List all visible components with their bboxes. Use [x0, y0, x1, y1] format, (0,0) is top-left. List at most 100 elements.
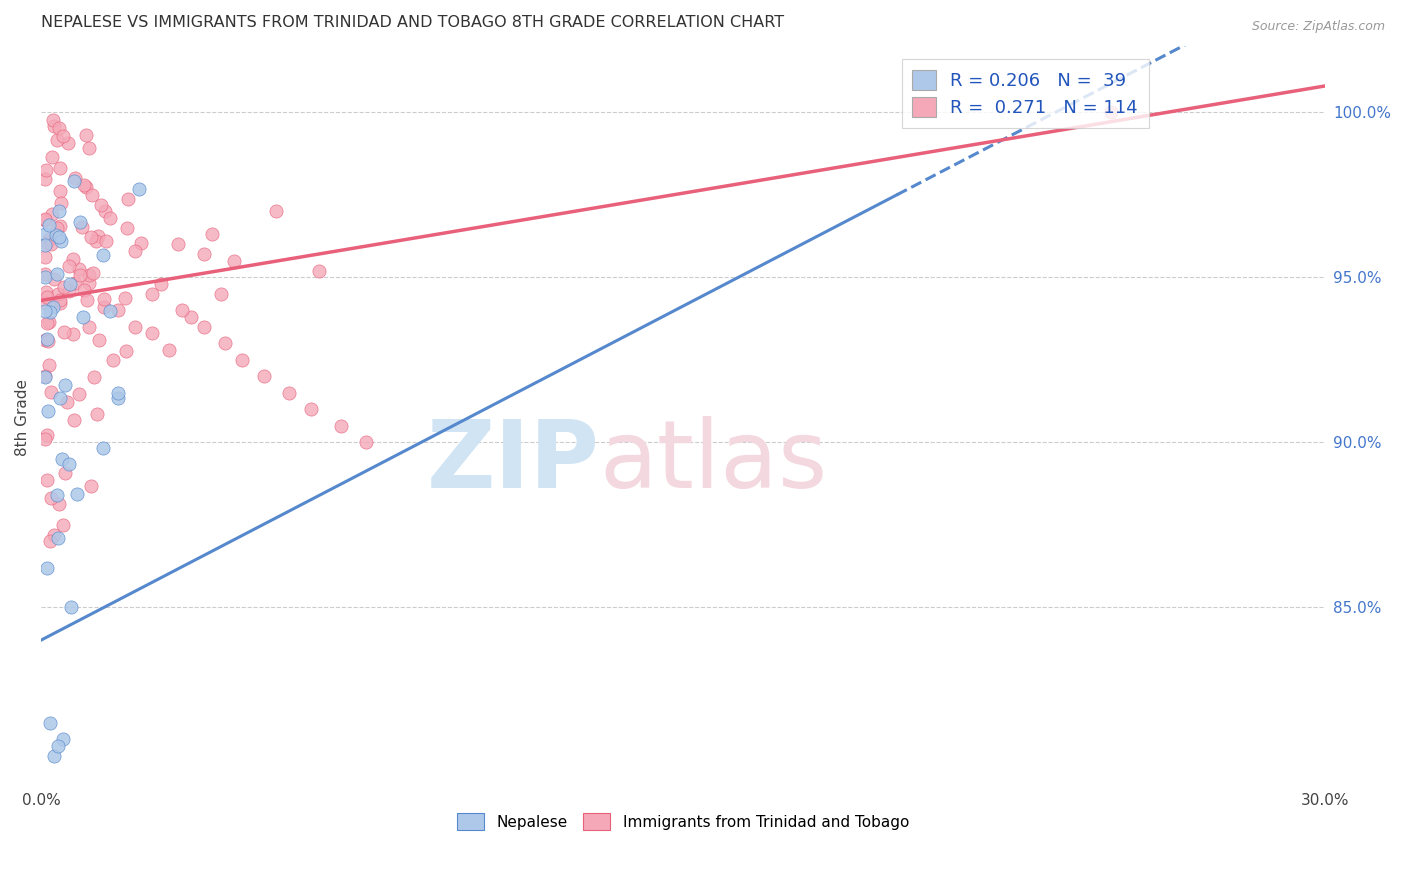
- Point: [34, 334, 56, 348]
- Point: [34, 267, 56, 281]
- Point: [107, 385, 129, 400]
- Point: [49, 234, 72, 248]
- Point: [38, 358, 60, 372]
- Point: [63, 173, 86, 187]
- Point: [49, 219, 72, 233]
- Point: [72, 310, 94, 324]
- Point: [48, 184, 70, 198]
- Point: [42, 120, 65, 134]
- Point: [180, 310, 202, 324]
- Point: [141, 286, 163, 301]
- Point: [124, 244, 146, 258]
- Point: [91, 441, 114, 455]
- Point: [46, 287, 69, 301]
- Point: [35, 561, 58, 575]
- Point: [38, 315, 60, 329]
- Point: [94, 204, 117, 219]
- Point: [128, 181, 150, 195]
- Point: [266, 204, 288, 219]
- Point: [51, 451, 73, 466]
- Point: [42, 112, 65, 127]
- Point: [115, 344, 138, 359]
- Point: [37, 334, 59, 348]
- Point: [42, 527, 65, 541]
- Point: [86, 407, 108, 421]
- Point: [46, 133, 69, 147]
- Point: [73, 283, 96, 297]
- Point: [117, 192, 139, 206]
- Point: [34, 238, 56, 252]
- Point: [115, 220, 138, 235]
- Point: [77, 268, 100, 282]
- Point: [90, 198, 112, 212]
- Point: [46, 488, 69, 502]
- Text: atlas: atlas: [599, 416, 828, 508]
- Point: [77, 141, 100, 155]
- Point: [48, 121, 70, 136]
- Point: [107, 392, 129, 406]
- Point: [46, 221, 69, 235]
- Point: [49, 391, 72, 405]
- Point: [35, 290, 58, 304]
- Point: [1099, 105, 1122, 120]
- Point: [141, 326, 163, 341]
- Point: [79, 479, 101, 493]
- Point: [49, 195, 72, 210]
- Point: [48, 497, 70, 511]
- Point: [53, 466, 76, 480]
- Point: [42, 300, 65, 314]
- Point: [35, 473, 58, 487]
- Point: [167, 237, 190, 252]
- Point: [159, 343, 181, 357]
- Point: [41, 150, 63, 164]
- Point: [96, 235, 118, 249]
- Point: [35, 316, 58, 330]
- Point: [75, 179, 97, 194]
- Point: [149, 277, 172, 291]
- Point: [37, 404, 59, 418]
- Point: [34, 251, 56, 265]
- Point: [58, 285, 80, 299]
- Text: NEPALESE VS IMMIGRANTS FROM TRINIDAD AND TOBAGO 8TH GRADE CORRELATION CHART: NEPALESE VS IMMIGRANTS FROM TRINIDAD AND…: [41, 15, 785, 30]
- Point: [53, 378, 76, 392]
- Point: [231, 352, 253, 367]
- Point: [51, 517, 73, 532]
- Point: [58, 457, 80, 471]
- Point: [193, 319, 215, 334]
- Point: [38, 715, 60, 730]
- Point: [93, 300, 115, 314]
- Point: [34, 163, 56, 178]
- Point: [356, 435, 378, 450]
- Point: [52, 128, 75, 143]
- Point: [59, 277, 82, 291]
- Point: [52, 325, 75, 339]
- Point: [34, 269, 56, 284]
- Point: [62, 327, 84, 342]
- Point: [73, 178, 96, 192]
- Text: ZIP: ZIP: [426, 416, 599, 508]
- Point: [34, 213, 56, 227]
- Point: [69, 215, 91, 229]
- Point: [76, 293, 98, 307]
- Point: [34, 303, 56, 318]
- Point: [48, 204, 70, 219]
- Point: [86, 229, 108, 244]
- Point: [46, 739, 69, 753]
- Point: [48, 532, 70, 546]
- Point: [84, 235, 107, 249]
- Point: [38, 232, 60, 246]
- Point: [222, 253, 245, 268]
- Point: [53, 280, 76, 294]
- Point: [34, 433, 56, 447]
- Point: [63, 413, 86, 427]
- Point: [35, 285, 58, 300]
- Point: [101, 353, 124, 368]
- Point: [42, 748, 65, 763]
- Point: [38, 218, 60, 232]
- Point: [98, 304, 121, 318]
- Point: [45, 228, 67, 243]
- Point: [107, 303, 129, 318]
- Point: [58, 259, 80, 273]
- Point: [69, 268, 91, 283]
- Point: [75, 128, 97, 142]
